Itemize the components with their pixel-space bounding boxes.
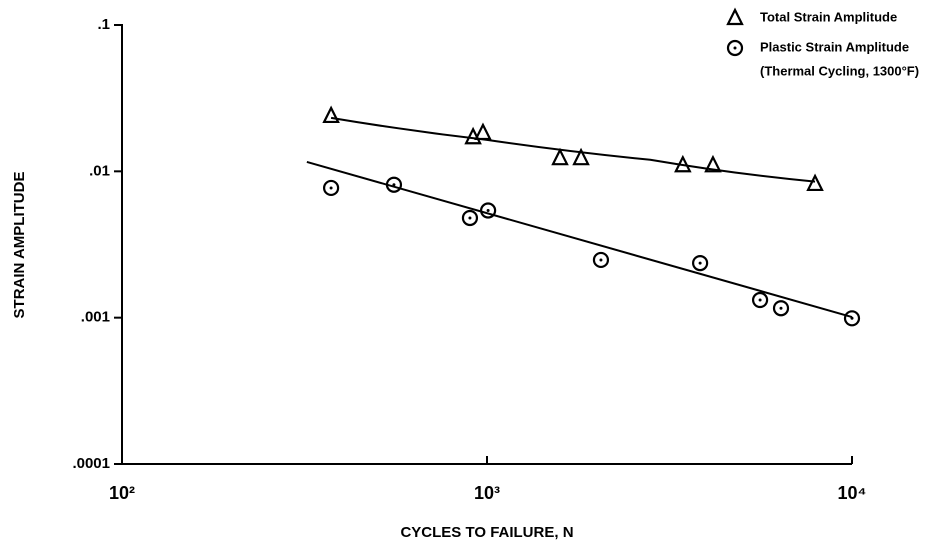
y-tick-label: .1 xyxy=(97,16,110,33)
circle-dot xyxy=(468,216,472,220)
triangle-marker xyxy=(726,7,744,26)
x-tick-label: 10³ xyxy=(474,483,500,503)
circle-marker xyxy=(322,179,340,197)
circle-dot xyxy=(758,298,762,302)
legend-note: (Thermal Cycling, 1300°F) xyxy=(760,63,919,78)
circle-dot xyxy=(698,261,702,265)
circle-ring xyxy=(322,179,340,197)
circle-dot xyxy=(733,46,737,50)
x-axis-title: CYCLES TO FAILURE, N xyxy=(400,524,573,541)
legend-label: Plastic Strain Amplitude xyxy=(760,39,909,54)
circle-marker xyxy=(592,251,610,269)
fit-line xyxy=(306,160,853,318)
circle-dot xyxy=(486,208,490,212)
fit-line xyxy=(330,116,816,183)
circle-ring xyxy=(751,291,769,309)
y-tick-label: .0001 xyxy=(72,455,110,472)
circle-dot xyxy=(779,306,783,310)
circle-ring xyxy=(726,39,744,57)
triangle-marker xyxy=(322,105,340,124)
circle-marker xyxy=(726,39,744,57)
circle-marker xyxy=(772,300,790,317)
y-tick-label: .001 xyxy=(81,309,110,326)
circle-ring xyxy=(461,209,479,227)
circle-dot xyxy=(329,186,333,190)
y-tick-label: .01 xyxy=(89,162,110,179)
x-tick-label: 10² xyxy=(109,483,135,503)
x-tick-label: 10⁴ xyxy=(838,483,867,503)
circle-ring xyxy=(385,176,403,193)
circle-dot xyxy=(599,258,603,262)
circle-ring xyxy=(480,202,497,219)
circle-dot xyxy=(850,316,854,320)
circle-marker xyxy=(480,202,497,219)
circle-marker xyxy=(385,176,403,193)
circle-ring xyxy=(843,310,861,327)
triangle-marker xyxy=(572,147,590,166)
circle-marker xyxy=(461,209,479,227)
y-axis-title: STRAIN AMPLITUDE xyxy=(11,172,28,319)
circle-ring xyxy=(592,251,610,269)
triangle-marker xyxy=(474,122,492,141)
triangle-marker xyxy=(674,154,692,173)
circle-marker xyxy=(692,254,709,272)
circle-dot xyxy=(392,183,396,187)
triangle-marker xyxy=(806,173,824,192)
legend-label: Total Strain Amplitude xyxy=(760,9,897,24)
circle-marker xyxy=(751,291,769,309)
circle-ring xyxy=(772,300,790,317)
triangle-marker xyxy=(551,147,569,166)
circle-ring xyxy=(692,254,709,272)
triangle-marker xyxy=(704,154,722,173)
circle-marker xyxy=(843,310,861,327)
